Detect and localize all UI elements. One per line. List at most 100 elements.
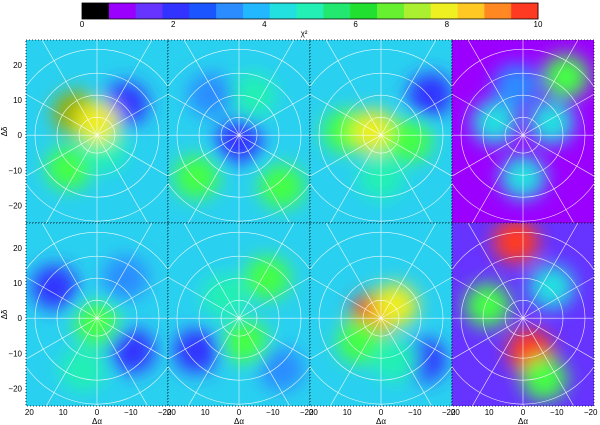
y-tick-label: −20 bbox=[8, 385, 22, 394]
chi2-blob bbox=[528, 265, 575, 310]
y-axis-label: Δδ bbox=[0, 309, 9, 319]
x-tick-label: 20 bbox=[309, 408, 318, 417]
colorbar-swatch bbox=[269, 3, 298, 19]
x-axis-label: Δα bbox=[92, 417, 102, 425]
polar-grid bbox=[168, 223, 310, 406]
polar-grid bbox=[310, 40, 452, 223]
colorbar-swatch bbox=[457, 3, 485, 19]
x-tick-label: 0 bbox=[237, 408, 242, 417]
y-tick-label: −10 bbox=[8, 349, 22, 358]
chi2-blob bbox=[336, 319, 383, 364]
colorbar-swatch bbox=[511, 3, 539, 19]
colorbar-tick-label: 6 bbox=[353, 20, 358, 29]
colorbar-tick-label: 10 bbox=[534, 20, 543, 29]
chi2-blob bbox=[258, 164, 305, 209]
colorbar-swatch bbox=[296, 3, 324, 19]
colorbar-swatch bbox=[189, 3, 217, 19]
polar-grid bbox=[452, 223, 594, 406]
x-tick-label: 10 bbox=[59, 408, 68, 417]
x-tick-label: −10 bbox=[550, 408, 564, 417]
chi2-blob bbox=[102, 255, 149, 300]
chi2-blob bbox=[187, 72, 234, 117]
panel-frame bbox=[25, 222, 169, 407]
panel-frame bbox=[309, 222, 453, 407]
x-tick-label: −20 bbox=[300, 408, 314, 417]
colorbar-tick-label: 4 bbox=[262, 20, 267, 29]
y-tick-label: 20 bbox=[13, 61, 22, 70]
x-axis-label: Δα bbox=[234, 417, 244, 425]
map-panel bbox=[25, 222, 169, 407]
x-tick-label: 10 bbox=[485, 408, 494, 417]
polar-grid bbox=[310, 223, 452, 406]
chi2-blob bbox=[60, 347, 106, 392]
map-panel bbox=[451, 39, 595, 224]
colorbar-swatch bbox=[216, 3, 244, 19]
colorbar-tick-label: 8 bbox=[445, 20, 450, 29]
colorbar-swatch bbox=[430, 3, 459, 19]
y-tick-label: −20 bbox=[8, 202, 22, 211]
x-tick-label: 20 bbox=[167, 408, 176, 417]
x-tick-label: 0 bbox=[95, 408, 100, 417]
chi2-blob bbox=[244, 255, 291, 300]
x-tick-label: 0 bbox=[379, 408, 384, 417]
x-tick-label: 10 bbox=[343, 408, 352, 417]
colorbar-swatch bbox=[403, 3, 432, 19]
y-tick-label: 20 bbox=[13, 244, 22, 253]
x-tick-label: −20 bbox=[584, 408, 598, 417]
map-panel bbox=[25, 39, 169, 224]
x-tick-label: −20 bbox=[158, 408, 172, 417]
colorbar-label: χ² bbox=[301, 29, 308, 38]
polar-grid bbox=[26, 40, 168, 223]
x-tick-label: 0 bbox=[521, 408, 526, 417]
chi2-blob bbox=[386, 118, 433, 163]
x-tick-label: 20 bbox=[25, 408, 34, 417]
x-axis-label: Δα bbox=[518, 417, 528, 425]
chi2-blob bbox=[258, 347, 305, 392]
chi2-blob bbox=[223, 319, 269, 364]
colorbar-swatch bbox=[108, 3, 137, 19]
colorbar: 0 2 4 6 8 10 bbox=[80, 2, 543, 29]
y-tick-label: 10 bbox=[13, 96, 22, 105]
colorbar-swatch bbox=[377, 3, 405, 19]
colorbar-swatch bbox=[350, 3, 378, 19]
x-axis-label: Δα bbox=[376, 417, 386, 425]
chi2-blob bbox=[31, 265, 78, 310]
colorbar-swatch bbox=[484, 3, 512, 19]
panel-frame bbox=[167, 222, 311, 407]
map-panel bbox=[309, 39, 453, 224]
colorbar-swatch bbox=[323, 3, 351, 19]
colorbar-swatch bbox=[162, 3, 190, 19]
chi2-blob bbox=[493, 63, 539, 108]
panel-frame bbox=[451, 222, 595, 407]
y-tick-label: 0 bbox=[18, 314, 23, 323]
polar-grid bbox=[168, 40, 310, 223]
x-tick-label: 20 bbox=[451, 408, 460, 417]
chi2-blob bbox=[521, 356, 568, 401]
x-tick-label: −20 bbox=[442, 408, 456, 417]
colorbar-swatch bbox=[242, 3, 271, 19]
x-tick-label: −10 bbox=[124, 408, 138, 417]
panel-grid bbox=[25, 39, 595, 407]
y-tick-label: −10 bbox=[8, 166, 22, 175]
colorbar-swatch bbox=[82, 3, 110, 19]
y-axes: 20 10 0 −10 −20 Δδ 20 10 0 −10 −20 Δδ bbox=[0, 61, 23, 394]
colorbar-swatch bbox=[135, 3, 163, 19]
chi2-blob bbox=[407, 72, 452, 117]
map-panel bbox=[167, 222, 311, 407]
map-panel bbox=[309, 222, 453, 407]
chi2-blob bbox=[230, 72, 276, 117]
x-tick-label: −10 bbox=[266, 408, 280, 417]
y-tick-label: 0 bbox=[18, 131, 23, 140]
chi2-blob bbox=[542, 54, 589, 99]
chi2-blob bbox=[173, 155, 220, 200]
y-tick-label: 10 bbox=[13, 279, 22, 288]
colorbar-frame bbox=[81, 2, 539, 20]
chi2-blob bbox=[202, 274, 248, 319]
colorbar-tick-label: 2 bbox=[171, 20, 176, 29]
x-tick-label: 10 bbox=[201, 408, 210, 417]
chi2-blob bbox=[493, 223, 539, 264]
polar-grid bbox=[26, 223, 168, 406]
colorbar-tick-label: 0 bbox=[80, 20, 85, 29]
x-tick-label: −10 bbox=[408, 408, 422, 417]
